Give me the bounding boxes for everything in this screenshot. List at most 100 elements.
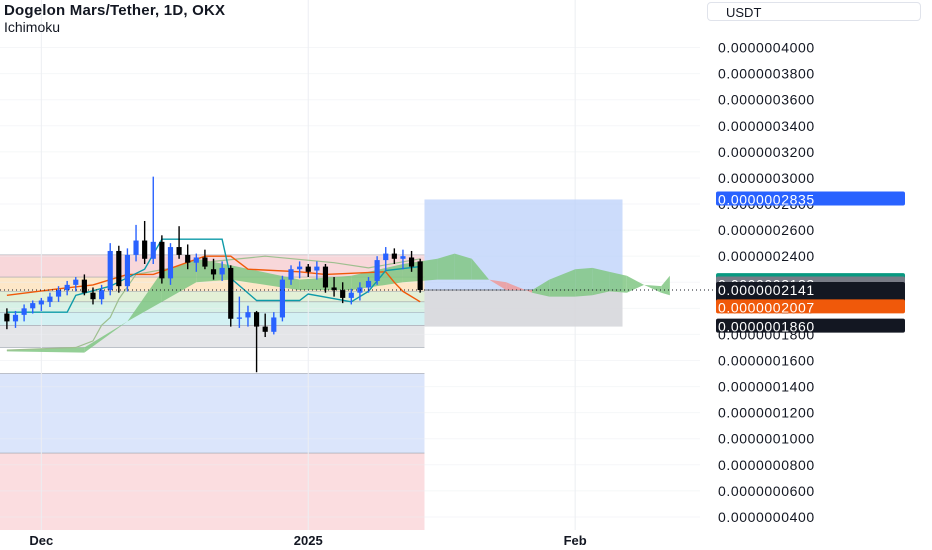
candle [210,258,217,280]
candle [305,264,311,278]
candle-body [340,290,346,298]
cloud-segment-bullish [454,253,472,280]
candle [357,282,363,301]
candle-body [107,250,113,291]
candle [55,286,62,302]
fib-zone [0,373,425,454]
candle [142,220,148,265]
candle-body [150,241,156,259]
candle-body [193,257,199,263]
candle-body [348,292,354,298]
fib-zone [0,301,425,313]
candle [124,248,131,292]
candle [408,250,415,272]
time-tick-label: Dec [29,533,53,548]
chart-title: Dogelon Mars/Tether, 1D, OKX [4,2,226,19]
cloud-segment-bullish [609,271,627,293]
candle [99,284,105,305]
candle [288,265,294,285]
candle-body [21,308,27,315]
candle [64,280,70,296]
currency-selector[interactable]: USDT [707,2,921,21]
candle [314,261,320,280]
candle [348,288,354,305]
candle-body [400,256,406,259]
candle [47,292,53,308]
candle-body [124,254,131,287]
price-tick-label: 0.0000001200 [718,405,815,421]
cloud-segment-bearish [489,279,507,291]
candle-body [288,269,294,280]
candle-body [81,279,87,293]
candle [297,261,303,279]
candle-body [383,253,389,261]
price-tick-label: 0.0000001000 [718,431,815,447]
cloud-segment-bullish [532,279,550,297]
candle [374,256,380,285]
candle [245,305,251,327]
candle-body [219,267,225,275]
candle [159,235,165,284]
candle-body [357,287,363,293]
candle [279,275,285,322]
price-badge-bg [716,299,905,314]
candle-body [176,247,182,255]
candle-body [47,296,53,302]
price-tick-label: 0.0000003200 [718,144,815,160]
stop-zone [424,289,623,327]
candle-body [210,269,217,275]
candle [219,261,225,281]
fib-zone [0,291,425,302]
candle-body [331,287,337,291]
cloud-segment-bullish [84,321,128,353]
cloud-segment-bullish [127,271,162,322]
cloud-segment-bullish [644,284,662,293]
candle [400,249,406,270]
candle [193,253,199,272]
candle [383,247,389,271]
cloud-segment-bullish [626,275,645,293]
candle-body [99,290,105,300]
price-tick-label: 0.0000002600 [718,222,815,238]
candle [340,282,346,304]
price-badge-label: 0.0000002141 [718,282,815,298]
candle-body [279,279,285,318]
candle-body [12,314,19,322]
price-badge-label: 0.0000001860 [718,319,815,335]
candle-body [64,284,70,291]
candle-body [55,290,62,297]
candle-body [73,279,79,285]
candle [322,264,329,293]
candle-body [391,253,397,259]
candle [228,265,234,327]
candle [262,313,268,338]
candle [391,248,397,265]
candle [202,249,208,270]
price-tick-label: 0.0000003000 [718,170,815,186]
candle-body [365,280,372,288]
cloud-segment-bullish [471,258,490,280]
candle-body [236,317,242,319]
candle [21,304,27,322]
candle-body [185,254,191,263]
currency-label: USDT [726,5,762,20]
candle [236,296,242,328]
price-tick-label: 0.0000000400 [718,509,815,525]
candle [81,274,87,296]
price-badge-label: 0.0000002007 [718,299,815,315]
candle [417,258,423,293]
price-tick-label: 0.0000001600 [718,352,815,368]
price-badges: 0.00000028350.00000022090.00000021830.00… [716,191,905,335]
kijun-sen-line [6,255,421,303]
candle [4,308,10,330]
candle-body [322,266,329,288]
cloud-segment-bullish [592,267,610,296]
candle [253,310,260,373]
candle [116,245,122,293]
time-axis[interactable]: Dec 2025 Feb [29,533,586,548]
price-tick-label: 0.0000003600 [718,92,815,108]
indicator-label[interactable]: Ichimoku [4,19,61,35]
price-badge-label: 0.0000002835 [718,191,815,207]
price-tick-label: 0.0000000800 [718,457,815,473]
